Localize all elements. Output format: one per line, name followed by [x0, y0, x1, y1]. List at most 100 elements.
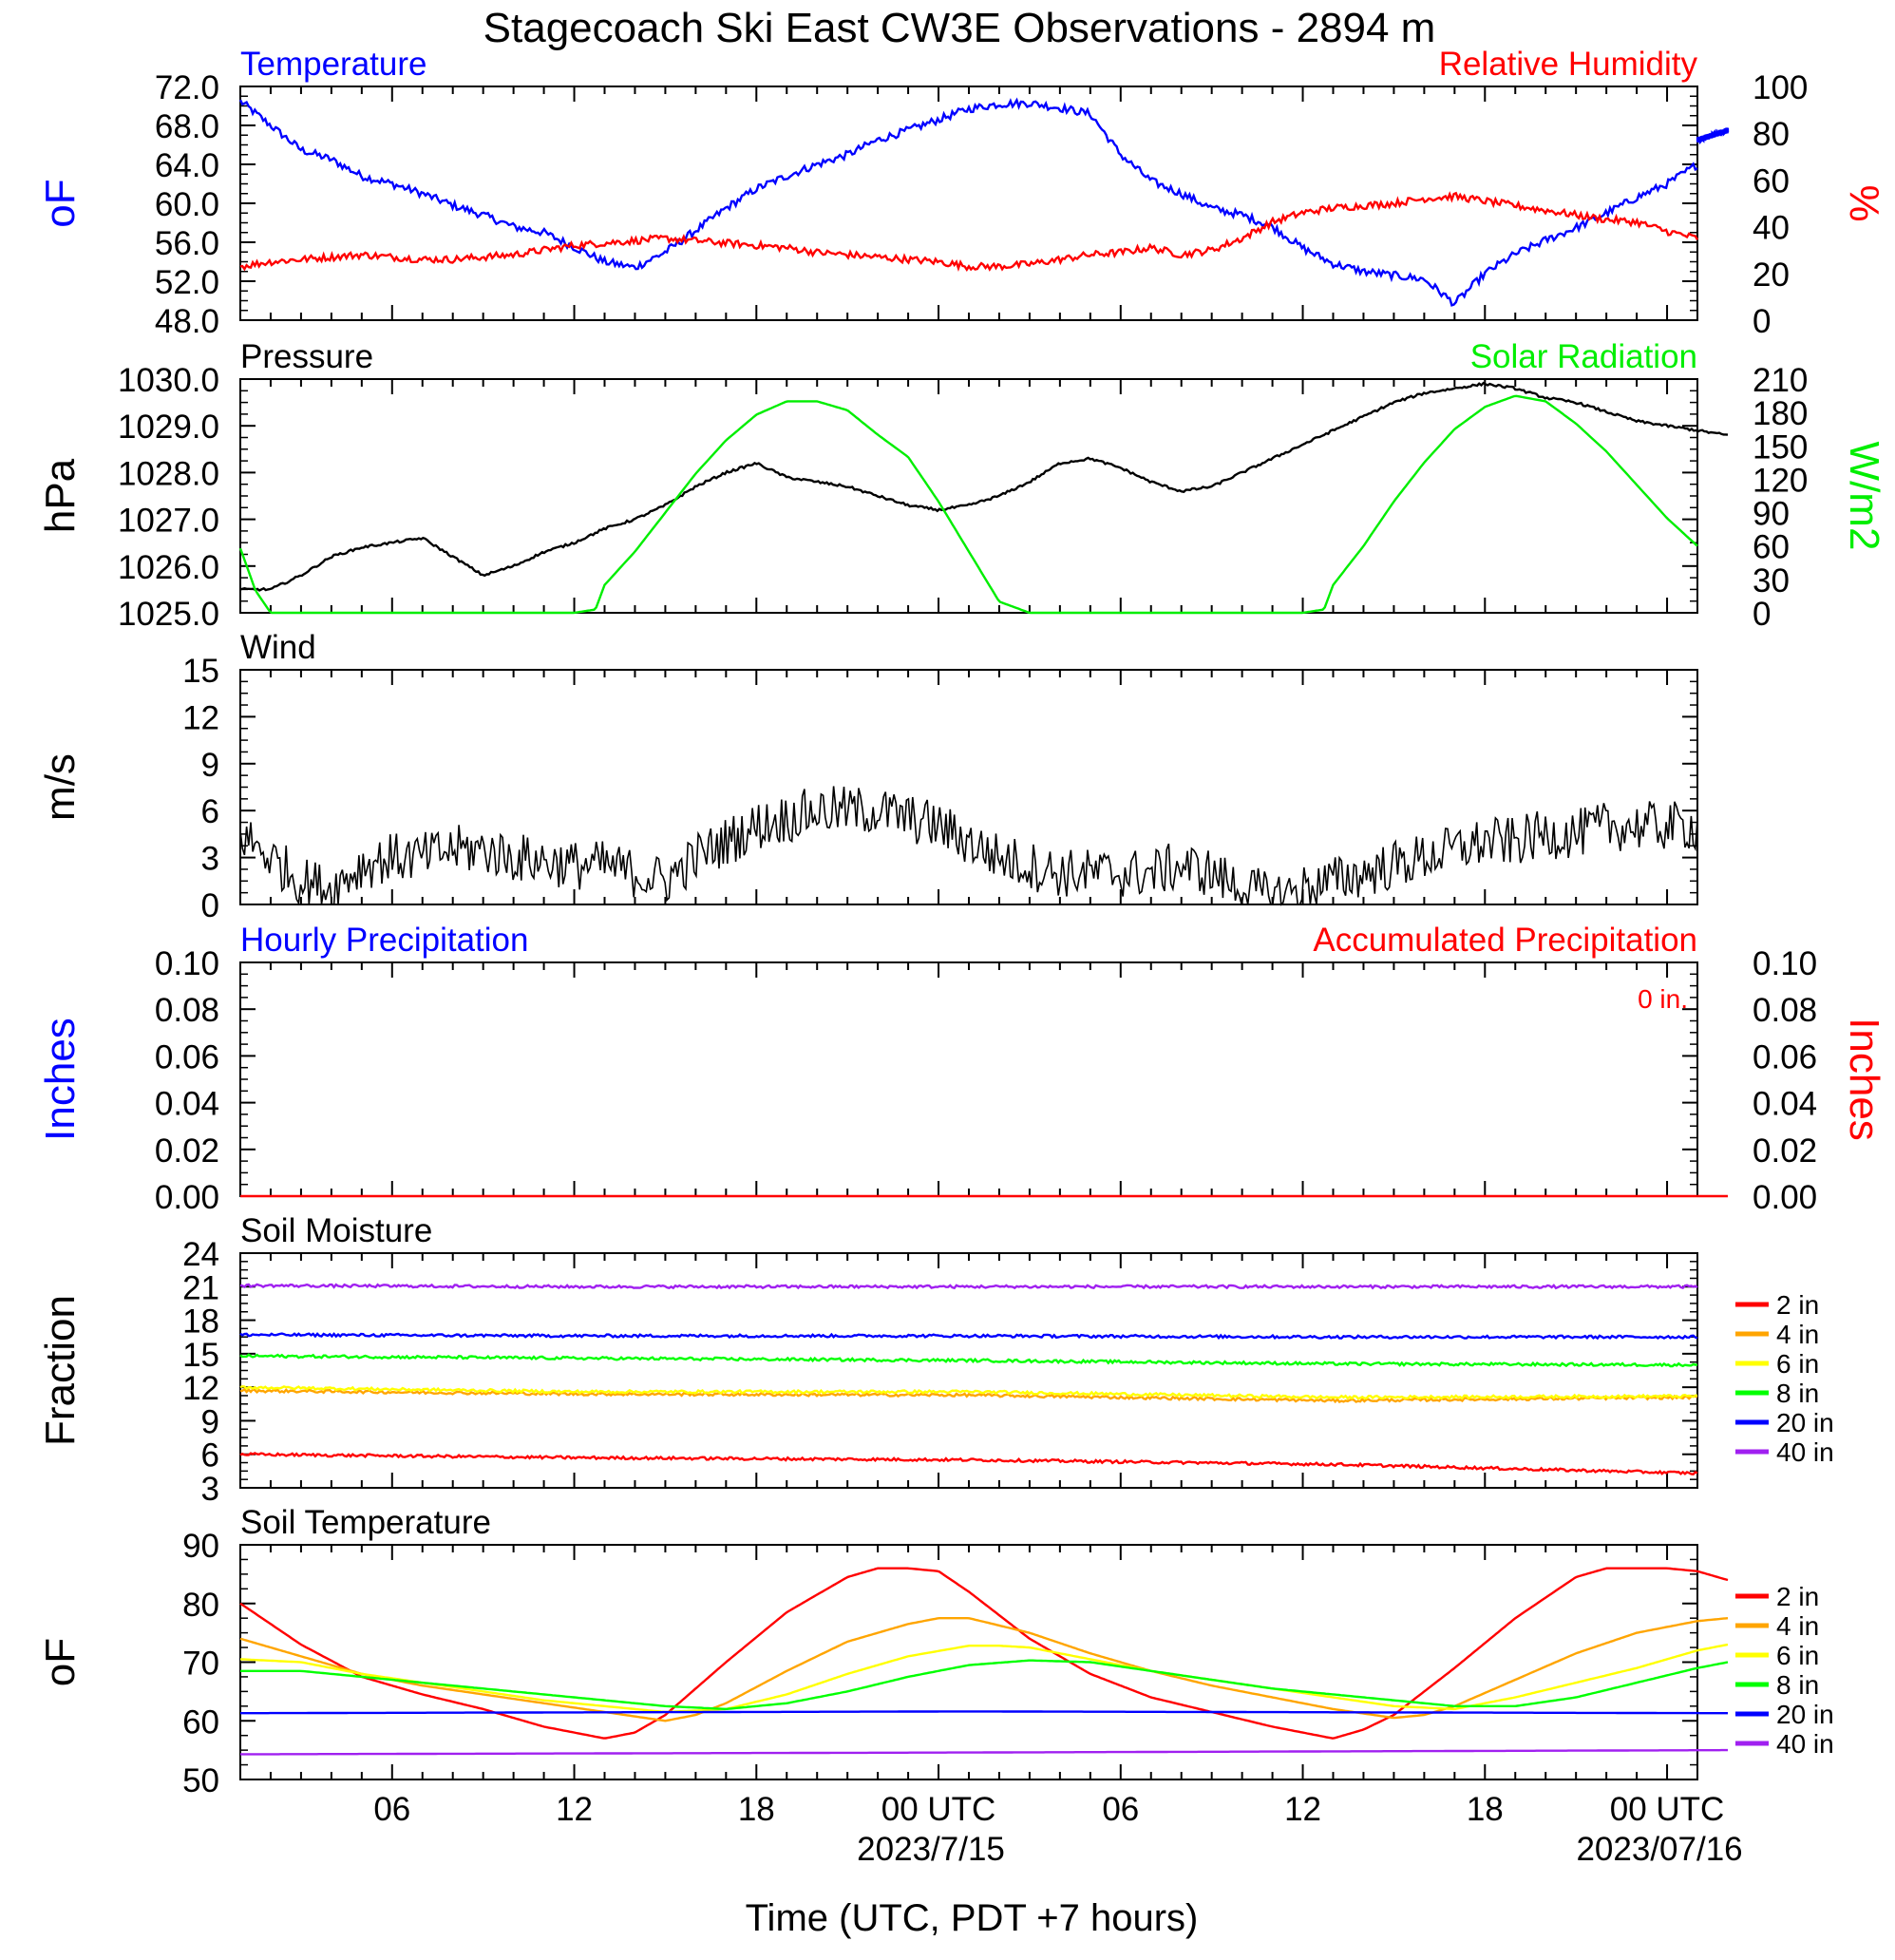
y-tick-label-temp_rh: 52.0 — [155, 264, 219, 301]
series-line-soil_moisture-2 — [239, 1384, 1697, 1400]
y-right-axis-label-precip: Inches — [1841, 1018, 1887, 1141]
plot-frame-pressure_solar — [239, 378, 1698, 614]
y-right-tick-label-pressure_solar: 150 — [1753, 428, 1808, 466]
series-line-soil_temperature-2 — [239, 1643, 1729, 1714]
plot-frame-precip — [239, 961, 1698, 1197]
y-tick-label-precip: 0.06 — [155, 1038, 219, 1075]
legend-label-soil_moisture: 40 in — [1776, 1437, 1834, 1467]
x-tick-date-label: 2023/7/15 — [857, 1831, 1005, 1868]
x-tick-date-label: 2023/07/16 — [1576, 1831, 1742, 1868]
legend-label-soil_temperature: 40 in — [1776, 1729, 1834, 1759]
y-right-tick-label-precip: 0.08 — [1753, 992, 1817, 1029]
panel-title-wind: Wind — [240, 629, 316, 666]
panel-title-right-temp_rh: Relative Humidity — [1439, 46, 1698, 83]
y-tick-label-wind: 0 — [201, 887, 219, 924]
y-right-tick-label-pressure_solar: 0 — [1753, 596, 1771, 633]
y-right-tick-label-pressure_solar: 210 — [1753, 362, 1808, 399]
y-tick-label-wind: 3 — [201, 841, 219, 878]
x-tick-label: 00 UTC — [881, 1791, 996, 1828]
plot-frame-soil_temperature — [239, 1544, 1698, 1780]
series-line-soil_moisture-0 — [239, 1452, 1698, 1475]
series-line-soil_moisture-4 — [239, 1332, 1698, 1341]
y-tick-label-wind: 9 — [201, 747, 219, 784]
y-right-tick-label-temp_rh: 60 — [1753, 162, 1790, 200]
y-tick-label-precip: 0.04 — [155, 1086, 219, 1123]
y-tick-label-soil_temperature: 70 — [182, 1646, 219, 1683]
legend-label-soil_moisture: 4 in — [1776, 1320, 1819, 1349]
y-tick-label-precip: 0.02 — [155, 1132, 219, 1170]
series-line-temp_rh-1 — [239, 191, 1699, 273]
legend-label-soil_temperature: 2 in — [1776, 1582, 1819, 1611]
x-tick-label: 12 — [1284, 1791, 1321, 1828]
legend-label-soil_moisture: 20 in — [1776, 1408, 1834, 1437]
y-right-tick-label-temp_rh: 20 — [1753, 257, 1790, 294]
y-tick-label-pressure_solar: 1029.0 — [118, 409, 219, 446]
series-line-pressure_solar-1 — [238, 394, 1698, 615]
panel-title-right-pressure_solar: Solar Radiation — [1470, 338, 1697, 375]
legend-label-soil_temperature: 8 in — [1776, 1670, 1819, 1700]
y-tick-label-pressure_solar: 1027.0 — [118, 503, 219, 540]
y-tick-label-soil_moisture: 6 — [201, 1437, 219, 1475]
y-right-axis-label-temp_rh: % — [1841, 184, 1887, 221]
precip-total-annotation: 0 in. — [1638, 984, 1688, 1014]
y-tick-label-temp_rh: 72.0 — [155, 69, 219, 106]
y-tick-label-pressure_solar: 1030.0 — [118, 362, 219, 399]
y-tick-label-soil_moisture: 24 — [182, 1236, 219, 1273]
series-line-soil_temperature-0 — [239, 1567, 1729, 1740]
y-right-tick-label-temp_rh: 40 — [1753, 210, 1790, 247]
y-right-tick-label-temp_rh: 100 — [1753, 69, 1808, 106]
x-tick-label: 06 — [373, 1791, 410, 1828]
y-right-tick-label-temp_rh: 0 — [1753, 303, 1771, 340]
y-tick-label-precip: 0.08 — [155, 992, 219, 1029]
series-line-soil_moisture-3 — [239, 1353, 1698, 1368]
y-tick-label-wind: 12 — [182, 699, 219, 736]
y-tick-label-wind: 15 — [182, 653, 219, 690]
y-tick-label-temp_rh: 64.0 — [155, 147, 219, 184]
y-axis-label-temp_rh: oF — [37, 179, 84, 227]
y-tick-label-soil_moisture: 12 — [182, 1370, 219, 1407]
y-tick-label-soil_moisture: 18 — [182, 1303, 219, 1341]
y-tick-label-temp_rh: 60.0 — [155, 186, 219, 223]
y-axis-label-soil_moisture: Fraction — [37, 1295, 84, 1446]
series-line-soil_temperature-3 — [240, 1659, 1729, 1710]
y-tick-label-pressure_solar: 1025.0 — [118, 596, 219, 633]
y-axis-label-pressure_solar: hPa — [37, 458, 84, 533]
series-line-soil_temperature-1 — [239, 1617, 1729, 1722]
x-tick-label: 00 UTC — [1610, 1791, 1725, 1828]
x-tick-label: 18 — [738, 1791, 775, 1828]
chart-title: Stagecoach Ski East CW3E Observations - … — [483, 5, 1436, 51]
y-right-tick-label-pressure_solar: 60 — [1753, 529, 1790, 566]
legend-label-soil_moisture: 6 in — [1776, 1349, 1819, 1379]
y-right-tick-label-precip: 0.06 — [1753, 1038, 1817, 1075]
plot-frame-wind — [239, 669, 1698, 905]
y-right-tick-label-pressure_solar: 30 — [1753, 562, 1790, 599]
panel-title-temp_rh: Temperature — [240, 46, 426, 83]
y-right-tick-label-pressure_solar: 90 — [1753, 496, 1790, 533]
panel-title-soil_temperature: Soil Temperature — [240, 1504, 491, 1541]
x-tick-label: 18 — [1467, 1791, 1504, 1828]
x-tick-label: 06 — [1102, 1791, 1139, 1828]
x-axis-label: Time (UTC, PDT +7 hours) — [746, 1897, 1199, 1939]
y-tick-label-soil_moisture: 3 — [201, 1471, 219, 1508]
series-line-pressure_solar-0 — [239, 381, 1729, 592]
y-tick-label-soil_moisture: 9 — [201, 1403, 219, 1440]
y-tick-label-temp_rh: 48.0 — [155, 303, 219, 340]
y-axis-label-wind: m/s — [37, 753, 84, 821]
y-right-tick-label-pressure_solar: 180 — [1753, 395, 1808, 432]
y-tick-label-precip: 0.00 — [155, 1179, 219, 1216]
plot-frame-soil_moisture — [239, 1252, 1698, 1489]
series-line-soil_moisture-5 — [239, 1283, 1698, 1290]
y-right-tick-label-precip: 0.02 — [1753, 1132, 1817, 1170]
legend-label-soil_temperature: 20 in — [1776, 1700, 1834, 1729]
y-tick-label-soil_temperature: 90 — [182, 1528, 219, 1565]
y-axis-label-soil_temperature: oF — [37, 1638, 84, 1686]
series-line-soil_temperature-5 — [240, 1748, 1728, 1756]
panel-title-right-precip: Accumulated Precipitation — [1313, 922, 1697, 959]
legend-label-soil_moisture: 2 in — [1776, 1290, 1819, 1320]
y-tick-label-temp_rh: 68.0 — [155, 108, 219, 145]
y-right-tick-label-pressure_solar: 120 — [1753, 462, 1808, 499]
legend-label-soil_moisture: 8 in — [1776, 1379, 1819, 1408]
series-line-soil_temperature-4 — [240, 1710, 1728, 1715]
x-tick-label: 12 — [556, 1791, 593, 1828]
y-tick-label-soil_temperature: 60 — [182, 1703, 219, 1741]
